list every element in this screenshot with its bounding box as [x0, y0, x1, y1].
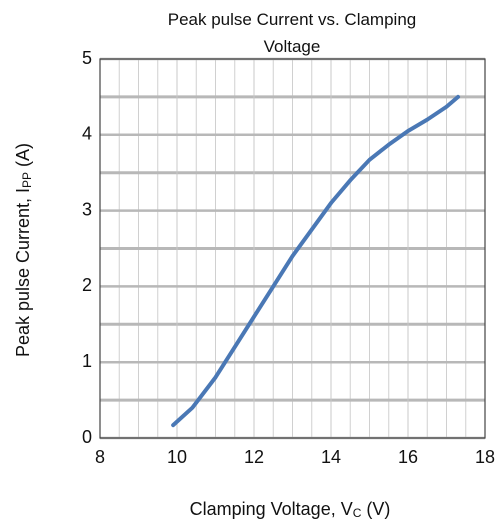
x-tick-label: 8	[95, 447, 105, 467]
chart-title: Peak pulse Current vs. Clamping Voltage	[167, 10, 417, 56]
x-tick-label: 14	[321, 447, 341, 467]
y-tick-label: 2	[82, 275, 92, 295]
data-line	[171, 94, 461, 428]
y-label-unit: (A)	[13, 143, 33, 172]
x-label-main: Clamping Voltage, V	[190, 499, 353, 519]
x-axis-label: Clamping Voltage, VC (V)	[190, 499, 391, 520]
y-label-sub: PP	[20, 172, 34, 188]
y-tick-label: 1	[82, 351, 92, 371]
y-tick-label: 0	[82, 427, 92, 447]
x-tick-label: 16	[398, 447, 418, 467]
y-label-main: Peak pulse Current, I	[13, 188, 33, 357]
x-label-unit: (V)	[361, 499, 390, 519]
y-tick-label: 4	[82, 124, 92, 144]
y-tick-label: 5	[82, 48, 92, 68]
x-tick-label: 10	[167, 447, 187, 467]
y-axis-label: Peak pulse Current, IPP (A)	[13, 143, 34, 357]
x-label-sub: C	[353, 506, 362, 520]
y-tick-label: 3	[82, 199, 92, 219]
plot-frame	[99, 58, 486, 439]
x-tick-label: 18	[475, 447, 495, 467]
x-tick-label: 12	[244, 447, 264, 467]
